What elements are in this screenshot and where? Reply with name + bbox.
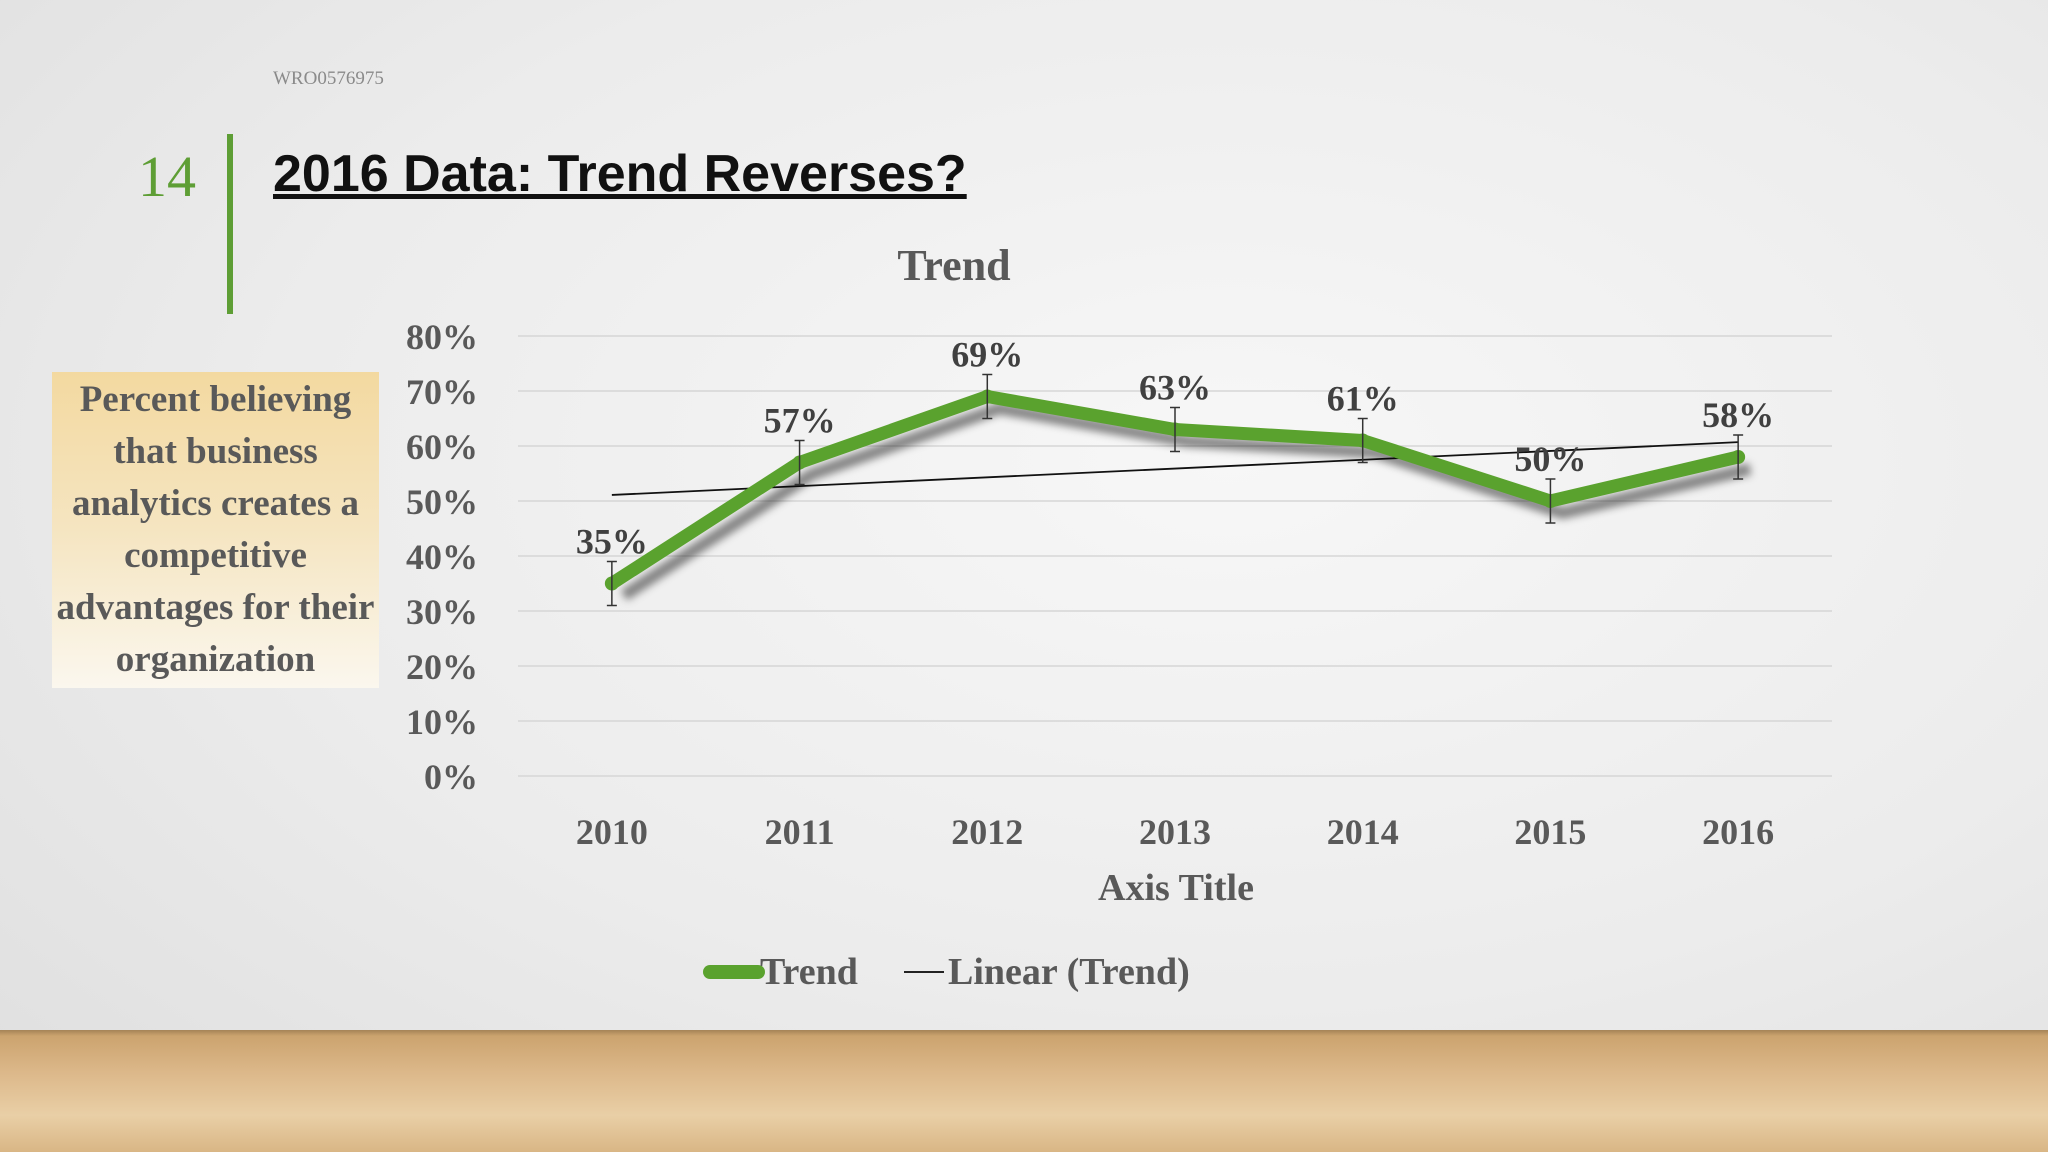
callout-box: Percent believing that business analytic… (52, 372, 379, 688)
y-tick-label: 60% (406, 427, 478, 467)
x-tick-label: 2016 (1702, 812, 1774, 852)
y-tick-label: 30% (406, 592, 478, 632)
data-label: 63% (1139, 368, 1211, 408)
data-label: 61% (1327, 379, 1399, 419)
legend: Trend Linear (Trend) (703, 951, 1190, 993)
x-tick-label: 2012 (951, 812, 1023, 852)
data-label: 58% (1702, 395, 1774, 435)
data-label: 69% (951, 335, 1023, 375)
trend-line-shadow (620, 402, 1752, 601)
y-tick-label: 50% (406, 482, 478, 522)
data-label: 57% (764, 401, 836, 441)
y-tick-label: 20% (406, 647, 478, 687)
x-tick-label: 2013 (1139, 812, 1211, 852)
legend-linear-label[interactable]: Linear (Trend) (948, 951, 1190, 993)
x-tick-label: 2011 (765, 812, 835, 852)
document-id: WRO0576975 (273, 68, 384, 89)
data-labels: 35% 57% 69% 63% 61% 50% 58% (576, 335, 1774, 562)
y-tick-label: 80% (406, 317, 478, 357)
data-label: 35% (576, 522, 648, 562)
y-tick-label: 70% (406, 372, 478, 412)
x-tick-label: 2015 (1514, 812, 1586, 852)
slide-title: 2016 Data: Trend Reverses? (273, 145, 967, 203)
y-axis: 0% 10% 20% 30% 40% 50% 60% 70% 80% (406, 317, 478, 797)
slide-number: 14 (138, 144, 196, 209)
data-label: 50% (1514, 439, 1586, 479)
y-tick-label: 10% (406, 702, 478, 742)
error-bars (606, 373, 1744, 607)
x-axis-title: Axis Title (1098, 867, 1254, 909)
legend-trend-label[interactable]: Trend (760, 951, 858, 993)
trend-chart: Trend 0%10%20%30%40%50%60%70%80% 2010 201… (406, 241, 1832, 993)
wood-floor (0, 1030, 2048, 1152)
callout-text: Percent believing that business analytic… (56, 379, 375, 680)
x-tick-label: 2014 (1327, 812, 1399, 852)
x-axis: 2010 2011 2012 2013 2014 2015 2016 (576, 812, 1774, 852)
chart-title: Trend (897, 241, 1010, 290)
x-tick-label: 2010 (576, 812, 648, 852)
y-tick-label: 0% (424, 757, 478, 797)
y-tick-label: 40% (406, 537, 478, 577)
accent-bar (227, 134, 233, 314)
